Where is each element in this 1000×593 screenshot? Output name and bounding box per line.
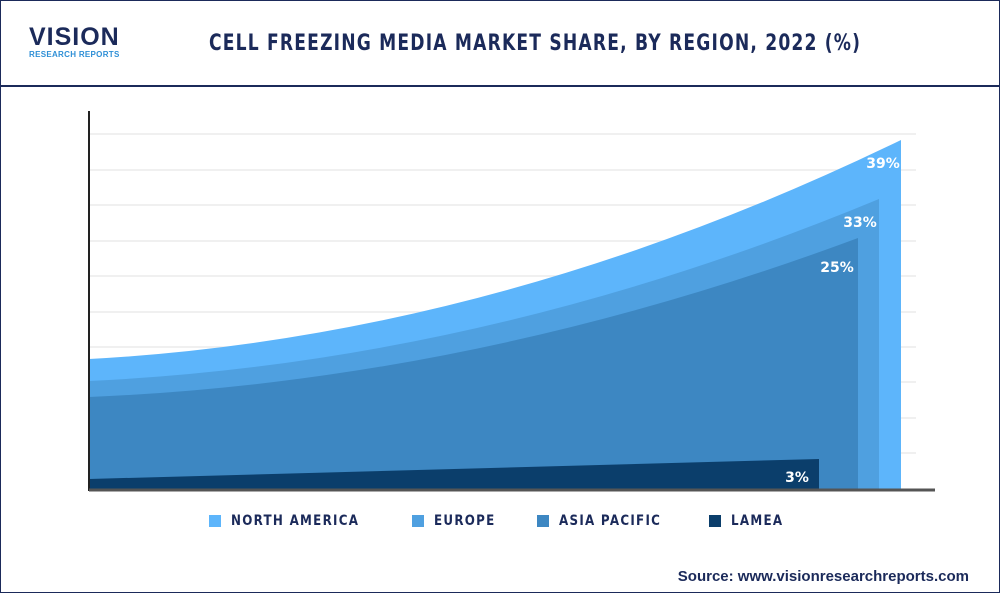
- area-asia-pacific: [89, 238, 858, 489]
- legend: NORTH AMERICA EUROPE ASIA PACIFIC LAMEA: [1, 513, 999, 529]
- chart-title: CELL FREEZING MEDIA MARKET SHARE, BY REG…: [209, 31, 862, 56]
- data-label: 3%: [785, 470, 809, 486]
- legend-swatch: [708, 515, 721, 527]
- legend-label: ASIA PACIFIC: [558, 513, 661, 529]
- logo: VISION RESEARCH REPORTS: [29, 23, 120, 60]
- legend-swatch: [536, 515, 549, 527]
- header: VISION RESEARCH REPORTS CELL FREEZING ME…: [1, 1, 999, 87]
- legend-label: NORTH AMERICA: [231, 513, 360, 529]
- legend-item: EUROPE: [412, 513, 506, 529]
- logo-subtext: RESEARCH REPORTS: [29, 50, 120, 59]
- legend-label: LAMEA: [730, 513, 784, 529]
- legend-swatch: [412, 515, 425, 527]
- data-label: 25%: [820, 260, 854, 276]
- legend-item: ASIA PACIFIC: [536, 513, 679, 529]
- legend-item: NORTH AMERICA: [209, 513, 382, 529]
- data-label: 39%: [866, 156, 900, 172]
- data-label: 33%: [843, 215, 877, 231]
- legend-item: LAMEA: [708, 513, 793, 529]
- legend-swatch: [209, 515, 222, 527]
- source-text: Source: www.visionresearchreports.com: [677, 568, 969, 585]
- logo-text: VISION: [29, 23, 120, 51]
- area-lamea: [89, 459, 819, 489]
- legend-label: EUROPE: [434, 513, 496, 529]
